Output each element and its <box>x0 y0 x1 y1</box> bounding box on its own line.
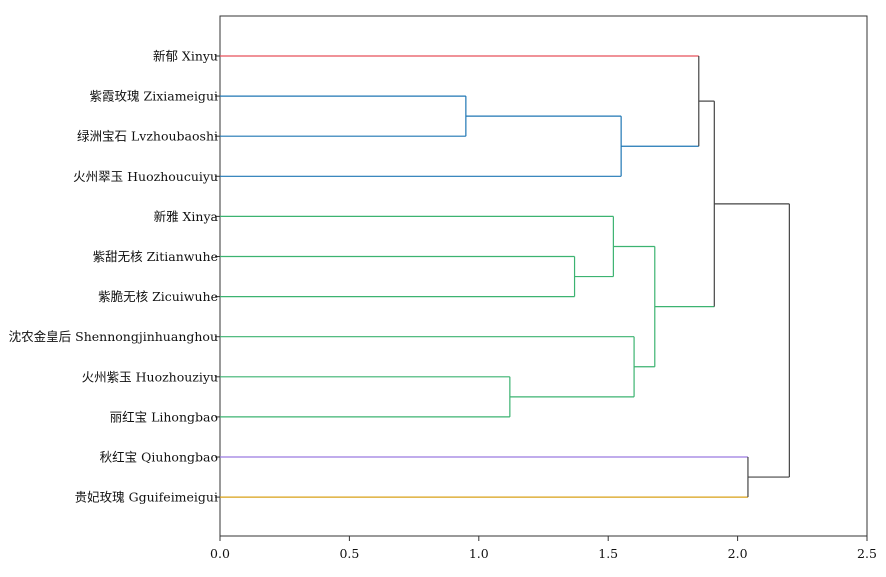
leaf-label: 火州紫玉 Huozhouziyu <box>82 369 218 384</box>
leaf-label: 丽红宝 Lihongbao <box>110 409 218 424</box>
x-tick-label: 2.0 <box>728 546 748 561</box>
leaf-ticks <box>215 55 220 498</box>
leaf-label: 紫甜无核 Zitianwuhe <box>93 249 218 264</box>
dendrogram-links <box>220 55 790 498</box>
leaf-label: 紫霞玫瑰 Zixiameigui <box>90 89 218 104</box>
leaf-label: 沈农金皇后 Shennongjinhuanghou <box>9 329 218 344</box>
x-axis: 0.0 0.5 1.0 1.5 2.0 2.5 <box>210 536 877 561</box>
x-tick-label: 0.0 <box>210 546 230 561</box>
leaf-label: 秋红宝 Qiuhongbao <box>100 450 218 465</box>
x-tick-label: 0.5 <box>339 546 359 561</box>
leaf-label: 贵妃玫瑰 Gguifeimeigui <box>75 490 218 505</box>
leaf-label: 绿洲宝石 Lvzhoubaoshi <box>77 129 218 144</box>
leaf-label: 紫脆无核 Zicuiwuhe <box>98 289 218 304</box>
x-tick-label: 1.0 <box>469 546 489 561</box>
x-tick-label: 2.5 <box>857 546 877 561</box>
plot-frame <box>219 15 868 537</box>
leaf-label: 火州翠玉 Huozhoucuiyu <box>73 169 218 184</box>
leaf-labels: 新郁 Xinyu 紫霞玫瑰 Zixiameigui 绿洲宝石 Lvzhoubaosh… <box>9 49 219 505</box>
leaf-label: 新郁 Xinyu <box>153 49 218 64</box>
leaf-label: 新雅 Xinya <box>154 209 219 224</box>
x-tick-label: 1.5 <box>598 546 618 561</box>
